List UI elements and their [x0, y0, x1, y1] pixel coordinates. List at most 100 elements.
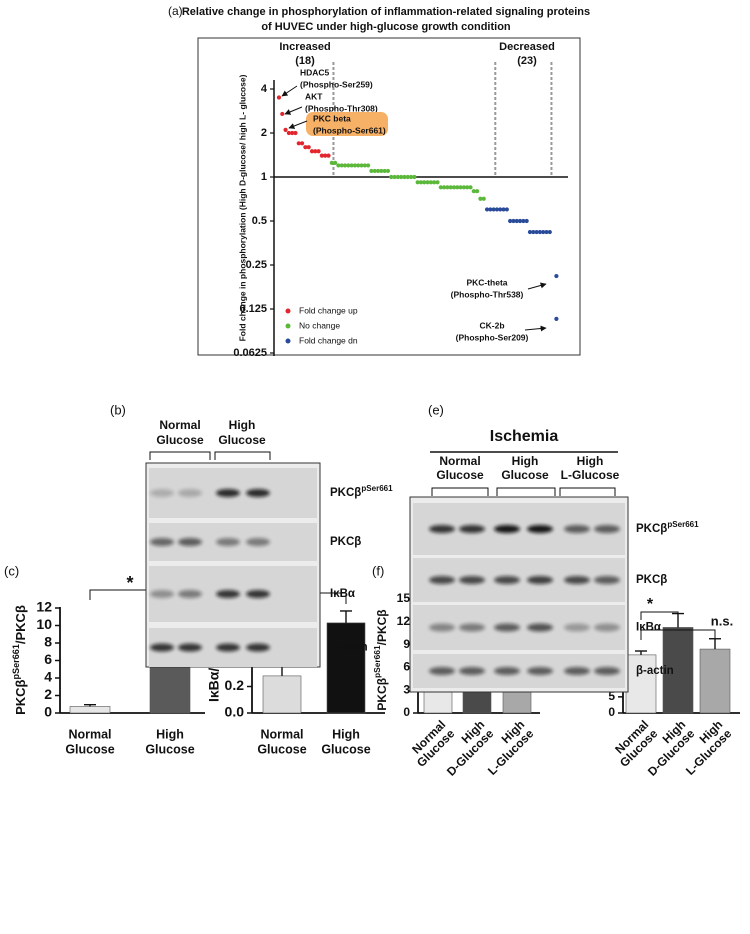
annotation: PKC-theta	[466, 277, 507, 287]
data-point	[435, 180, 440, 185]
y-tick-label: 0.5	[252, 215, 267, 227]
data-point	[554, 273, 559, 279]
panel-label: (a)	[168, 4, 183, 18]
data-point	[422, 180, 427, 185]
data-point	[445, 185, 450, 190]
group-label: Glucose	[436, 468, 484, 482]
data-point	[501, 207, 506, 212]
band	[564, 576, 590, 584]
data-point	[293, 130, 298, 136]
band	[429, 667, 455, 675]
row-label-main: PKCβ	[636, 523, 667, 535]
data-point	[326, 153, 331, 158]
data-point	[547, 229, 552, 235]
group-label: High	[229, 418, 256, 432]
data-point	[521, 218, 526, 224]
data-point	[478, 196, 483, 201]
panel-label: (b)	[110, 402, 126, 417]
y-tick-label: 6	[44, 651, 52, 667]
group-bracket	[559, 487, 616, 496]
band	[429, 576, 455, 584]
band	[429, 623, 455, 632]
data-point	[465, 185, 470, 190]
data-point	[369, 168, 374, 174]
band	[494, 623, 520, 632]
significance-label: n.s.	[711, 613, 733, 628]
band	[150, 489, 174, 497]
band	[564, 623, 590, 632]
data-point	[319, 153, 324, 158]
data-point	[468, 185, 473, 190]
band	[178, 489, 202, 497]
y-tick-label: 8	[44, 634, 52, 650]
group-label: Glucose	[156, 433, 204, 447]
data-point	[342, 163, 348, 168]
band	[429, 525, 455, 533]
data-point	[349, 163, 354, 168]
data-point	[491, 207, 496, 212]
group-label: Decreased	[499, 41, 555, 53]
bar	[662, 627, 694, 714]
data-point	[323, 153, 328, 158]
legend-marker	[285, 323, 291, 329]
x-tick-label: Glucose	[65, 742, 114, 756]
data-point	[554, 316, 559, 321]
data-point	[508, 218, 513, 224]
y-tick-label: 4	[261, 83, 268, 95]
group-label: Increased	[279, 41, 330, 53]
data-point	[336, 163, 341, 168]
data-point	[481, 196, 486, 201]
legend-label: No change	[299, 320, 340, 330]
annotation-arrow	[288, 120, 308, 129]
highlight-box	[306, 112, 388, 136]
row-label: PKCβ	[636, 574, 667, 586]
y-axis-label-main: PKCβ	[375, 678, 389, 711]
annotation: HDAC5	[300, 67, 330, 77]
band	[150, 643, 174, 652]
x-tick-label: Normal	[68, 727, 111, 741]
y-axis-label-sup: pSer661	[372, 645, 382, 678]
plot-frame	[197, 37, 581, 356]
y-tick-label: 15	[397, 591, 411, 605]
group-label: Normal	[439, 454, 480, 468]
data-point	[392, 174, 397, 180]
data-point	[346, 163, 351, 168]
data-point	[356, 163, 361, 168]
data-point	[283, 127, 288, 133]
row-label: PKCβpSer661	[330, 484, 393, 499]
data-point	[461, 185, 467, 190]
data-point	[544, 229, 549, 235]
data-point	[359, 163, 364, 168]
y-tick-label: 0	[608, 705, 615, 719]
legend-marker	[285, 338, 291, 344]
band	[494, 525, 520, 533]
band	[246, 538, 270, 546]
band	[459, 576, 485, 584]
significance-bracket	[640, 629, 716, 640]
y-tick-label: 5	[608, 689, 615, 703]
row-label: PKCβpSer661	[636, 520, 699, 535]
x-tick-label: Glucose	[145, 742, 194, 756]
annotation-arrow	[527, 282, 547, 290]
data-point	[408, 174, 414, 180]
band	[527, 667, 553, 675]
data-point	[280, 111, 285, 117]
data-point	[475, 189, 480, 194]
data-point	[438, 185, 443, 190]
data-point	[385, 168, 391, 174]
band	[178, 590, 202, 598]
y-tick-label: 1	[261, 171, 267, 183]
band	[564, 525, 590, 533]
bar	[699, 648, 731, 714]
legend-label: Fold change up	[299, 305, 358, 315]
annotation-arrow	[281, 85, 298, 97]
data-point	[531, 229, 536, 235]
data-point	[527, 229, 533, 235]
data-point	[303, 145, 308, 150]
row-label: β-actin	[330, 642, 368, 654]
data-point	[382, 168, 387, 174]
group-label: L-Glucose	[561, 468, 620, 482]
data-point	[504, 207, 509, 212]
row-label: IκBα	[330, 588, 355, 600]
panel-label: (c)	[4, 563, 19, 578]
